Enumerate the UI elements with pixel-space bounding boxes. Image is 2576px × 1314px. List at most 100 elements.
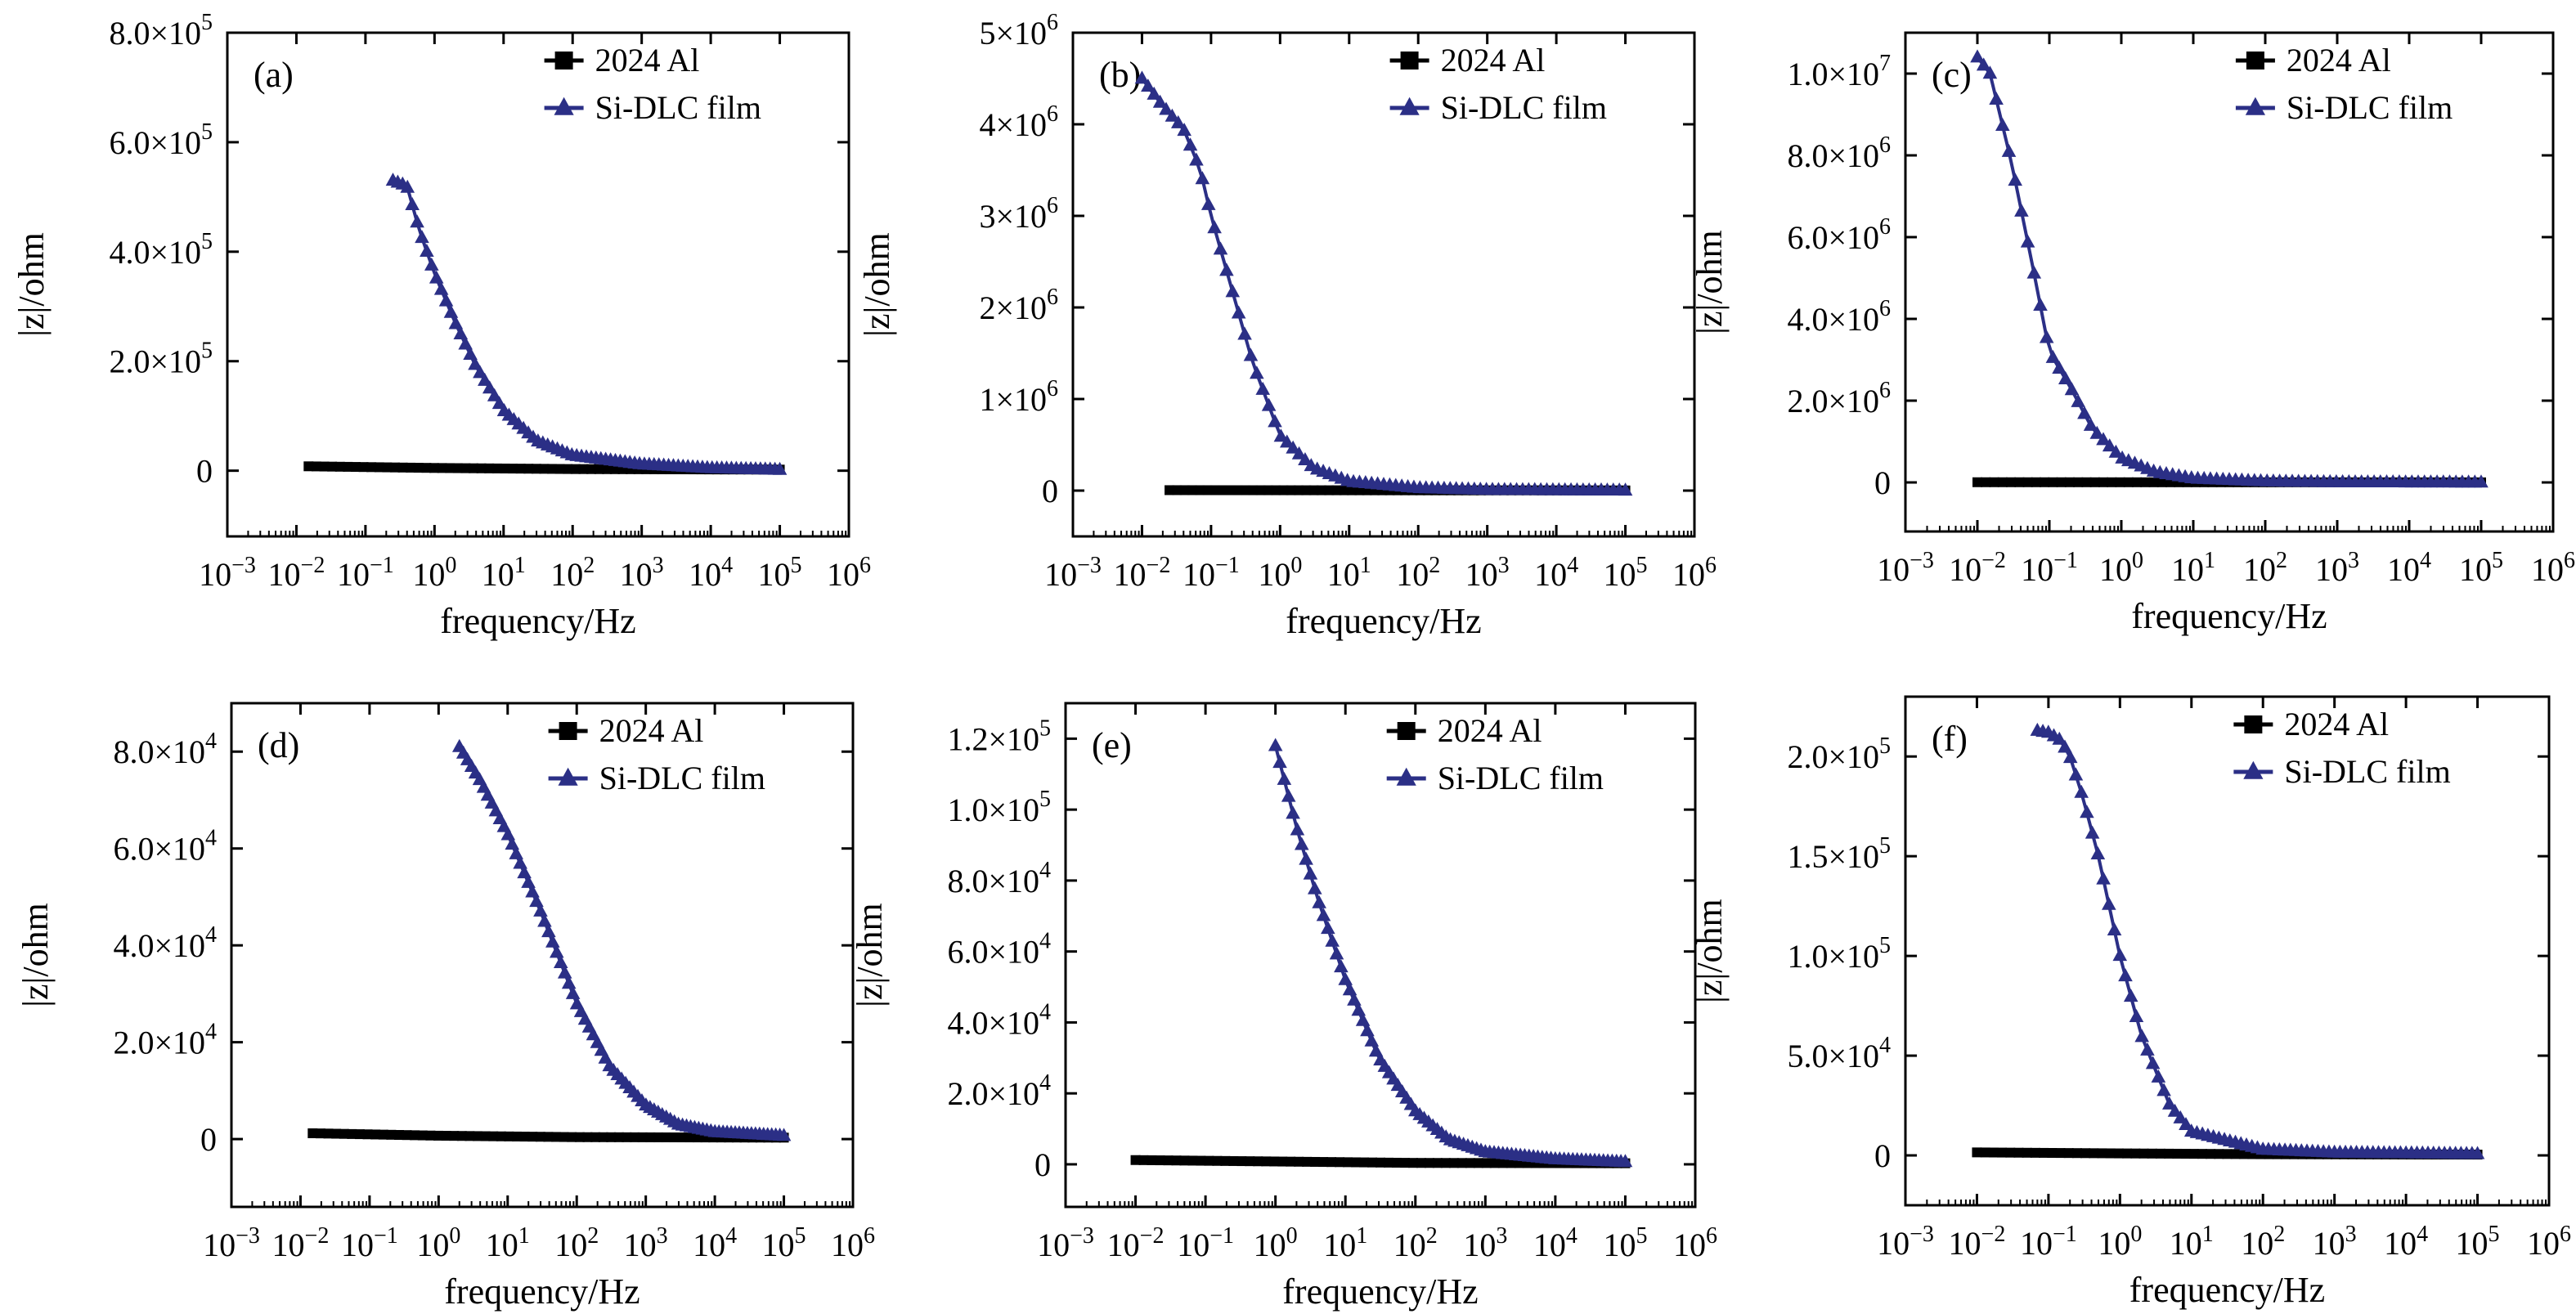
data-point <box>449 1131 460 1141</box>
data-point <box>1294 1156 1304 1167</box>
x-tick-label-exponent: 5 <box>1636 553 1648 578</box>
data-point <box>1303 866 1318 880</box>
data-point <box>1134 70 1150 84</box>
data-point <box>1141 78 1156 92</box>
y-tick-label-base: 6.0×10 <box>947 934 1039 971</box>
data-point <box>1240 485 1250 496</box>
data-point <box>1261 397 1277 411</box>
x-tick-label: 10−3 <box>203 1223 260 1263</box>
x-tick-label: 103 <box>2315 548 2359 588</box>
x-tick-label-base: 10 <box>1877 551 1910 588</box>
x-tick-label-exponent: 0 <box>2130 1222 2142 1247</box>
y-axis-title: |z|/ohm <box>1690 899 1730 1003</box>
y-tick-label-base: 6.0×10 <box>1787 219 1879 256</box>
data-point <box>473 365 487 379</box>
data-point <box>1207 220 1222 234</box>
y-tick-label: 4×106 <box>979 101 1058 143</box>
data-point <box>366 462 377 473</box>
y-tick-label-exponent: 4 <box>205 922 217 948</box>
x-tick-label: 104 <box>693 1223 737 1263</box>
data-point <box>533 903 548 917</box>
data-point <box>1225 485 1236 496</box>
data-point <box>539 464 550 474</box>
data-point <box>2148 477 2159 487</box>
x-tick-label: 105 <box>1604 553 1648 593</box>
x-axis-title: frequency/Hz <box>1286 601 1481 641</box>
x-tick-label-base: 10 <box>2099 551 2132 588</box>
data-point <box>1231 305 1246 319</box>
x-tick-label-base: 10 <box>203 1227 236 1263</box>
data-point <box>1152 94 1168 108</box>
x-tick-label: 102 <box>2241 1222 2285 1262</box>
x-tick-label-exponent: 3 <box>1496 1223 1507 1249</box>
legend: 2024 Al Si-DLC film <box>1386 712 1604 796</box>
data-point <box>772 461 788 475</box>
x-tick-label-exponent: 4 <box>725 1223 737 1249</box>
data-point <box>1263 485 1273 496</box>
legend-entry: Si-DLC film <box>1441 89 1607 126</box>
x-tick-label: 104 <box>2384 1222 2428 1262</box>
data-point <box>1187 1155 1198 1166</box>
y-tick-label: 4.0×106 <box>1787 296 1891 338</box>
data-point <box>425 1130 436 1141</box>
x-tick-label-exponent: −1 <box>374 1223 398 1249</box>
data-point <box>2055 1148 2066 1159</box>
x-tick-label: 105 <box>762 1223 806 1263</box>
y-tick-label-exponent: 6 <box>1047 376 1058 401</box>
y-tick-label-exponent: 4 <box>1039 858 1051 883</box>
data-point <box>2048 477 2058 487</box>
x-axis-title: frequency/Hz <box>1282 1271 1478 1312</box>
data-point <box>1245 1156 1255 1167</box>
x-axis-title: frequency/Hz <box>440 601 635 641</box>
data-point <box>1316 908 1331 922</box>
data-point <box>458 336 473 350</box>
x-tick-label-exponent: −2 <box>1981 548 2006 573</box>
data-point <box>1432 1158 1443 1168</box>
data-point <box>594 464 604 474</box>
legend: 2024 Al Si-DLC film <box>544 42 761 126</box>
data-point <box>2123 477 2134 487</box>
data-point <box>1310 1156 1321 1167</box>
y-tick-label: 8.0×106 <box>1787 132 1891 174</box>
x-tick-label-base: 10 <box>1463 1227 1496 1263</box>
data-point <box>669 1132 680 1142</box>
data-point <box>2085 825 2100 839</box>
plot-frame <box>226 31 850 538</box>
data-point <box>362 1129 373 1140</box>
data-point <box>559 1132 569 1142</box>
data-point <box>1286 805 1300 819</box>
x-tick-label-base: 10 <box>482 556 514 593</box>
x-tick-label-exponent: 5 <box>2492 548 2503 573</box>
data-point <box>478 372 492 386</box>
data-point <box>551 1132 562 1142</box>
y-axis-title: |z|/ohm <box>16 903 56 1007</box>
data-point <box>443 304 459 318</box>
y-tick-label-base: 2.0×10 <box>1787 383 1879 419</box>
x-tick-label-exponent: 2 <box>2276 548 2287 573</box>
y-tick-label-base: 2×10 <box>979 289 1047 326</box>
x-tick-label-exponent: 4 <box>2420 548 2431 573</box>
y-axis-title: |z|/ohm <box>1690 230 1730 334</box>
x-tick-label: 101 <box>2171 548 2215 588</box>
data-point <box>513 855 527 869</box>
x-axis-title: frequency/Hz <box>444 1271 640 1312</box>
data-point <box>2058 371 2073 385</box>
x-tick-label-base: 10 <box>272 1227 305 1263</box>
data-point <box>1286 440 1300 454</box>
data-point <box>1253 1156 1263 1167</box>
data-point <box>1324 485 1335 496</box>
y-tick-label: 5×106 <box>979 10 1058 52</box>
data-point <box>1997 1147 2008 1158</box>
data-point <box>1277 1156 1288 1167</box>
x-tick-label-exponent: 5 <box>795 1223 806 1249</box>
x-tick-label: 10−1 <box>1177 1223 1234 1263</box>
data-point <box>1347 485 1358 496</box>
data-point <box>2063 1148 2074 1159</box>
x-tick-label-base: 10 <box>1673 1227 1706 1263</box>
data-point <box>1399 1158 1410 1168</box>
data-point <box>400 179 415 193</box>
y-tick-label: 6.0×104 <box>947 929 1051 971</box>
data-point <box>1272 755 1287 769</box>
data-point <box>1326 1157 1337 1168</box>
y-tick-label-exponent: 4 <box>1879 1033 1891 1058</box>
